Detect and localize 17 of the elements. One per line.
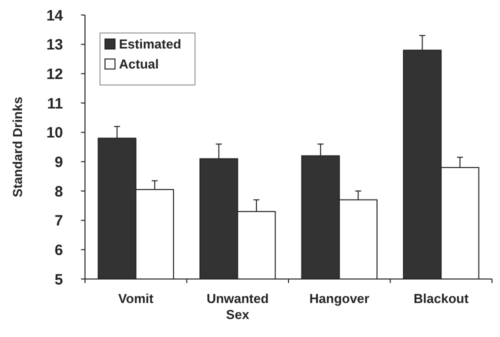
legend-label: Actual: [119, 56, 159, 72]
y-tick-label: 12: [46, 66, 63, 83]
y-tick-label: 9: [54, 154, 63, 171]
x-tick-label: Hangover: [309, 291, 370, 306]
y-tick-label: 8: [54, 183, 63, 200]
y-tick-label: 5: [54, 271, 63, 288]
y-tick-label: 7: [54, 212, 63, 230]
y-tick-label: 11: [47, 95, 63, 112]
y-tick-label: 13: [46, 36, 63, 54]
y-tick-label: 14: [46, 7, 64, 24]
x-tick-label: Vomit: [118, 291, 154, 306]
legend-label: Estimated: [119, 36, 182, 52]
y-tick-label: 6: [54, 242, 63, 259]
x-tick-label: Unwanted Sex: [206, 291, 269, 322]
x-tick-label: Blackout: [414, 291, 470, 306]
y-axis-title: Standard Drinks: [10, 96, 25, 198]
y-tick-label: 10: [46, 124, 63, 142]
